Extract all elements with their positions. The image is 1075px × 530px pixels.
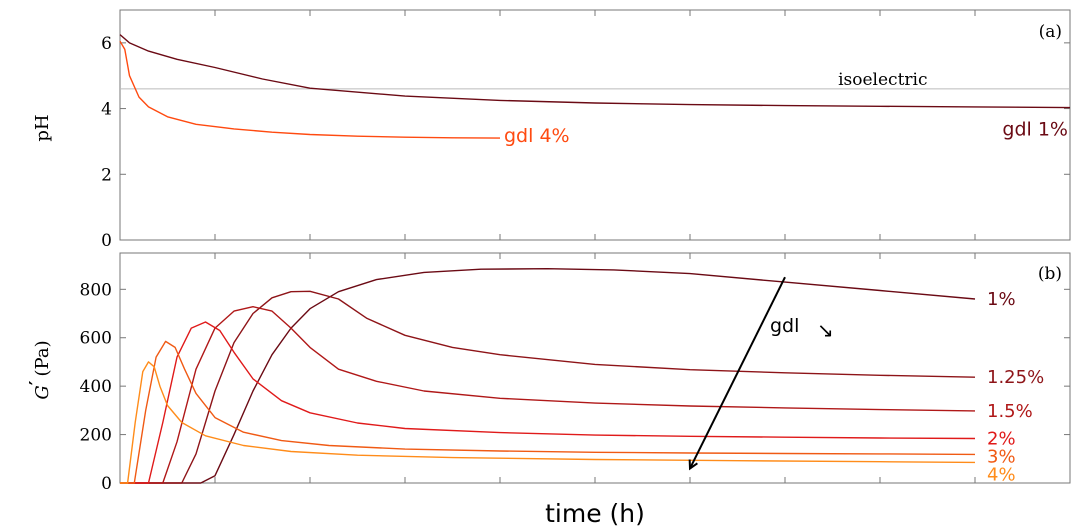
series-line xyxy=(120,268,976,484)
gdl-decrease-glyph: ↘ xyxy=(817,318,834,342)
y-tick-label: 2 xyxy=(101,165,112,185)
panel-b-ylabel-symbol: G xyxy=(32,385,53,399)
series-line xyxy=(119,34,1071,109)
y-tick-label: 800 xyxy=(80,280,112,300)
panel-a-frame xyxy=(119,9,1071,241)
y-tick-label: 0 xyxy=(101,474,112,494)
series-end-label: 1.25% xyxy=(987,367,1044,388)
y-tick-label: 4 xyxy=(101,100,112,120)
series-line xyxy=(120,306,976,484)
gdl-arrow-head xyxy=(688,459,698,471)
y-tick-label: 600 xyxy=(80,329,112,349)
gdl-arrow-annotation: gdl ↘ xyxy=(688,276,834,471)
series-end-label: 2% xyxy=(987,428,1016,449)
series-label-gdl-4: gdl 4% xyxy=(504,125,570,147)
series-line xyxy=(120,321,976,484)
panel-a-ylabel: pH xyxy=(32,114,53,141)
panel-a-ticks: 0 2 4 6 xyxy=(101,10,1070,251)
x-axis-label: time (h) xyxy=(545,499,645,528)
panel-b-series xyxy=(120,268,976,484)
panel-b-ylabel-prime: ′ xyxy=(26,380,47,385)
panel-a-series xyxy=(119,34,1071,139)
series-end-label: 1% xyxy=(987,289,1016,310)
y-tick-label: 400 xyxy=(80,377,112,397)
panel-a-label: (a) xyxy=(1039,22,1062,42)
y-tick-label: 6 xyxy=(101,34,112,54)
panel-b-series-labels: 1% 1.25% 1.5% 2%3%4% xyxy=(987,289,1044,485)
series-end-label: 1.5% xyxy=(987,401,1033,422)
series-line xyxy=(120,340,976,484)
panel-b-ylabel: G′ (Pa) xyxy=(26,340,53,399)
panel-b-label: (b) xyxy=(1038,264,1062,284)
panel-b-ylabel-unit: (Pa) xyxy=(32,340,53,376)
y-tick-label: 200 xyxy=(80,426,112,446)
panel-b-ticks: 0 200 400 600 800 xyxy=(80,253,1070,494)
series-line xyxy=(119,40,501,139)
series-label-gdl-1: gdl 1% xyxy=(1002,119,1068,141)
y-tick-label: 0 xyxy=(101,231,112,251)
panel-b: 0 200 400 600 800 1% 1.25% 1.5% 2%3%4% (b) gdl … xyxy=(26,252,1071,528)
series-line xyxy=(120,290,976,484)
series-end-label: 3% xyxy=(987,446,1016,467)
series-end-label: 4% xyxy=(987,464,1016,485)
gdl-arrow-label: gdl xyxy=(770,315,799,337)
panel-a: 0 2 4 6 isoelectric gdl 4% gdl 1% (a) pH xyxy=(32,9,1071,251)
isoelectric-label: isoelectric xyxy=(838,70,927,90)
gdl-arrow-line xyxy=(689,276,786,469)
series-line xyxy=(120,361,976,484)
